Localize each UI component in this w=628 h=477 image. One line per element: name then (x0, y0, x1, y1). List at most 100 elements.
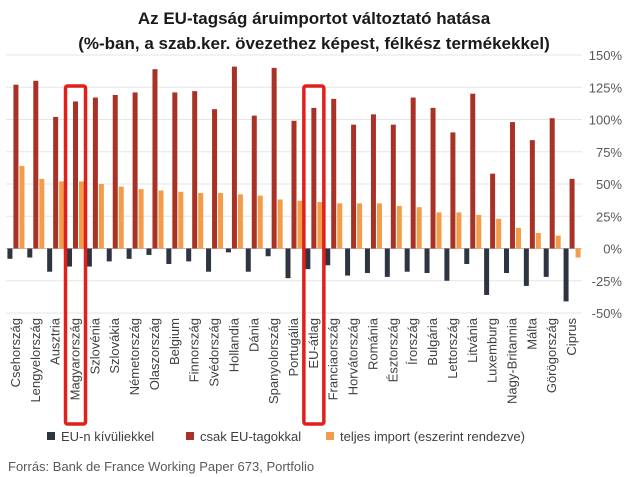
bar (118, 186, 124, 249)
bar (496, 218, 502, 249)
bar (509, 122, 515, 249)
bar (430, 107, 436, 249)
chart-title-line2: (%-ban, a szab.ker. övezethez képest, fé… (78, 34, 550, 53)
bar (86, 248, 92, 267)
category-label: Románia (365, 317, 380, 370)
bar (265, 248, 271, 257)
bar (237, 194, 243, 249)
bar (325, 248, 331, 266)
bar (19, 165, 25, 249)
bar (305, 248, 311, 270)
bar (490, 173, 496, 249)
bar (444, 248, 450, 281)
bar (251, 115, 257, 249)
category-label: Portugália (286, 317, 301, 376)
bar (271, 67, 277, 249)
bar (297, 200, 303, 249)
bar (231, 66, 237, 249)
bar (569, 178, 575, 249)
bars (7, 66, 581, 302)
bar (529, 140, 535, 249)
category-label: Finnország (187, 318, 202, 382)
bar (484, 248, 490, 295)
bar (476, 214, 482, 249)
legend-label: EU-n kívüliekkel (61, 429, 154, 444)
bar (364, 248, 370, 274)
bar (317, 202, 323, 249)
category-label: Luxemburg (485, 318, 500, 383)
bar (186, 248, 192, 262)
bar (416, 207, 422, 249)
category-label: Hollandia (226, 317, 241, 372)
category-label: Horvátország (346, 318, 361, 395)
bar (13, 84, 19, 249)
bar (225, 248, 231, 253)
bar (424, 248, 430, 274)
category-label: Dánia (246, 317, 261, 352)
bar (245, 248, 251, 272)
category-label: Észtország (385, 318, 400, 382)
bar (555, 235, 561, 249)
category-label: Litvánia (465, 317, 480, 363)
bar (523, 248, 529, 286)
bar (257, 195, 263, 249)
source-note: Forrás: Bank de France Working Paper 673… (8, 459, 314, 474)
bar (172, 92, 178, 249)
category-label: Magyarország (68, 318, 83, 400)
bar (410, 97, 416, 249)
legend: EU-n kívüliekkel csak EU-tagokkal teljes i… (47, 429, 525, 444)
bar (456, 212, 462, 249)
bar (92, 97, 98, 249)
category-label: Lengyelország (28, 318, 43, 403)
category-label: Olaszország (147, 318, 162, 390)
bar (27, 248, 33, 258)
bar (33, 80, 39, 249)
bar (59, 181, 65, 249)
bar (198, 193, 204, 249)
highlight-box (302, 84, 326, 426)
bar (543, 248, 549, 277)
legend-label: teljes import (eszerint rendezve) (340, 429, 525, 444)
bar (158, 190, 164, 249)
bar (549, 118, 555, 249)
bar (563, 248, 569, 302)
bar (515, 227, 521, 249)
bar (535, 233, 541, 249)
y-axis: -50% -25% 0% 25% 50% 75% 100% 125% 150% (589, 48, 623, 321)
bar (126, 248, 132, 259)
bar (503, 248, 509, 274)
legend-swatch (47, 432, 55, 440)
bar (132, 92, 138, 249)
bar (351, 124, 357, 249)
highlights (63, 84, 326, 426)
x-axis: Csehország Lengyelország Ausztria Magyarors… (8, 317, 579, 404)
y-tick-label: -50% (592, 306, 623, 321)
y-tick-label: 75% (596, 145, 622, 160)
bar (146, 248, 152, 255)
bar (138, 189, 144, 249)
bar (384, 248, 390, 277)
category-label: Írország (405, 318, 420, 365)
highlight-box (63, 84, 88, 426)
bar (470, 93, 476, 249)
bar (357, 203, 363, 249)
y-tick-label: 50% (596, 177, 622, 192)
chart-title-line1: Az EU-tagság áruimportot változtató hatá… (138, 9, 491, 28)
category-label: Ciprus (564, 318, 579, 356)
category-label: Görögország (544, 318, 559, 393)
bar (98, 184, 104, 249)
category-label: Németország (127, 318, 142, 395)
legend-swatch (186, 432, 194, 440)
bar (73, 101, 79, 249)
bar (106, 248, 112, 262)
bar (337, 203, 343, 249)
category-label: Lettország (445, 318, 460, 379)
category-label: Csehország (8, 318, 23, 387)
bar (112, 94, 118, 249)
bar (7, 248, 13, 259)
bar (192, 91, 198, 249)
category-label: EU-átlag (306, 318, 321, 369)
category-label: Franciaország (326, 318, 341, 400)
bar (79, 181, 85, 249)
